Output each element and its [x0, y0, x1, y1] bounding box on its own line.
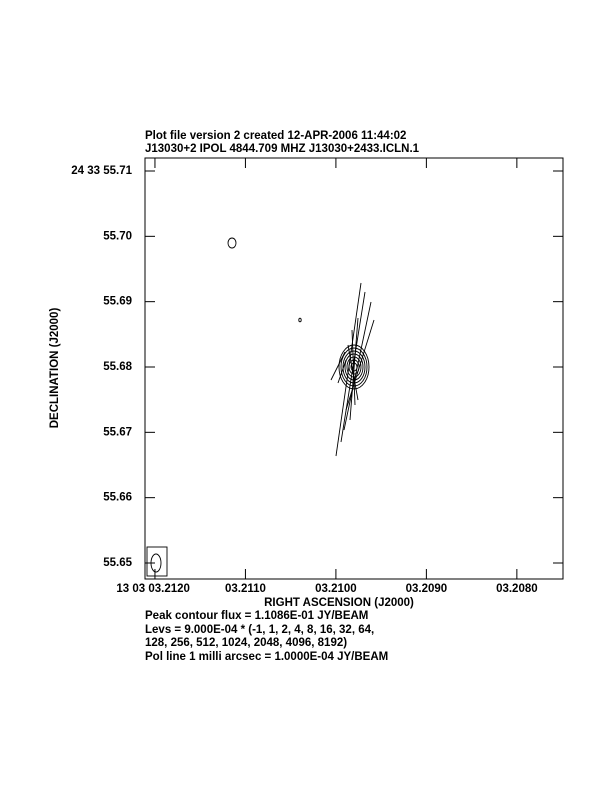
- note: 128, 256, 512, 1024, 2048, 4096, 8192): [145, 637, 347, 649]
- x-tick-label: 03.2110: [225, 583, 266, 595]
- note: Pol line 1 milli arcsec = 1.0000E-04 JY/…: [145, 651, 388, 663]
- y-tick-label: 24 33 55.71: [71, 165, 132, 177]
- chart-subtitle: J13030+2 IPOL 4844.709 MHZ J13030+2433.I…: [145, 143, 420, 155]
- x-axis-label: RIGHT ASCENSION (J2000): [264, 597, 414, 609]
- y-tick-label: 55.66: [103, 492, 132, 504]
- y-tick-label: 55.69: [103, 296, 132, 308]
- y-tick-label: 55.67: [103, 426, 132, 438]
- x-tick-label: 13 03 03.2120: [116, 583, 190, 595]
- contour-map: [146, 237, 375, 577]
- y-tick-label: 55.70: [103, 230, 132, 242]
- x-tick-label: 03.2080: [496, 583, 538, 595]
- y-tick-label: 55.65: [103, 557, 132, 569]
- x-tick-label: 03.2090: [406, 583, 448, 595]
- note: Peak contour flux = 1.1086E-01 JY/BEAM: [145, 610, 368, 622]
- y-tick-label: 55.68: [103, 361, 132, 373]
- chart-title: Plot file version 2 created 12-APR-2006 …: [145, 130, 406, 142]
- plot-frame: [144, 157, 564, 580]
- y-axis-label: DECLINATION (J2000): [49, 308, 61, 429]
- note: Levs = 9.000E-04 * (-1, 1, 2, 4, 8, 16, …: [145, 624, 374, 636]
- x-tick-label: 03.2100: [315, 583, 357, 595]
